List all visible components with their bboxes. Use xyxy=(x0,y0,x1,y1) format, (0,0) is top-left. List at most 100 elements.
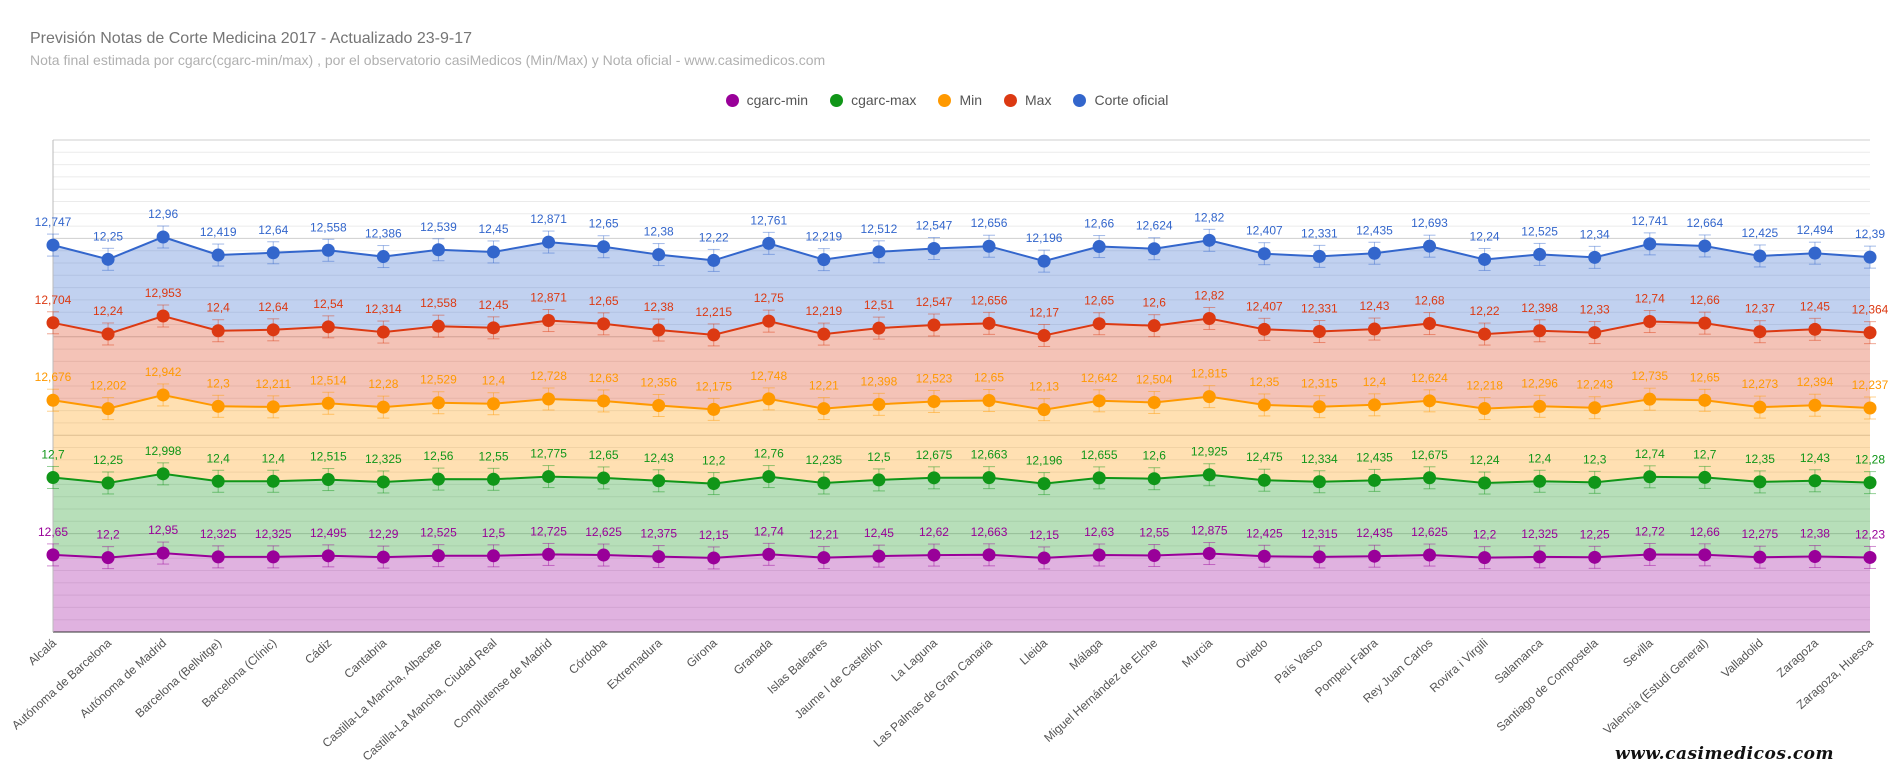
data-point xyxy=(266,323,280,337)
x-tick-label: Alcalá xyxy=(25,636,59,668)
data-point xyxy=(1698,393,1712,407)
data-label: 12,475 xyxy=(1246,450,1283,464)
x-tick-label: Miguel Hernández de Elche xyxy=(1041,636,1160,745)
data-point xyxy=(266,400,280,414)
data-point xyxy=(1092,240,1106,254)
data-label: 12,21 xyxy=(809,528,839,542)
data-point xyxy=(1257,398,1271,412)
data-point xyxy=(1423,239,1437,253)
x-tick-label: Complutense de Madrid xyxy=(451,636,555,732)
data-label: 12,642 xyxy=(1081,371,1118,385)
x-tick-label: Sevilla xyxy=(1620,636,1656,670)
data-point xyxy=(1147,395,1161,409)
data-label: 12,66 xyxy=(1690,293,1720,307)
data-point xyxy=(1478,402,1492,416)
data-point xyxy=(872,473,886,487)
data-label: 12,875 xyxy=(1191,524,1228,538)
data-label: 12,45 xyxy=(478,298,508,312)
data-point xyxy=(1092,394,1106,408)
data-point xyxy=(1202,390,1216,404)
legend-item-1[interactable]: cgarc-max xyxy=(830,92,916,108)
chart-title: Previsión Notas de Corte Medicina 2017 -… xyxy=(30,30,473,47)
data-label: 12,495 xyxy=(310,526,347,540)
data-point xyxy=(321,243,335,257)
data-point xyxy=(1533,550,1547,564)
legend-item-0[interactable]: cgarc-min xyxy=(725,92,809,108)
chart-subtitle: Nota final estimada por cgarc(cgarc-min/… xyxy=(30,52,826,68)
data-label: 12,331 xyxy=(1301,226,1338,240)
data-point xyxy=(46,548,60,562)
data-point xyxy=(1863,401,1877,415)
data-label: 12,29 xyxy=(368,527,398,541)
data-point xyxy=(321,396,335,410)
series-4-marks: 12,747 12,25 12,96 12,419 12,64 12,558 12,386 1… xyxy=(35,207,1885,273)
legend-item-4[interactable]: Corte oficial xyxy=(1073,92,1168,108)
data-point xyxy=(1147,319,1161,333)
data-label: 12,315 xyxy=(1301,527,1338,541)
data-label: 12,35 xyxy=(1745,452,1775,466)
data-point xyxy=(211,474,225,488)
data-label: 12,558 xyxy=(310,220,347,234)
data-label: 12,43 xyxy=(1800,451,1830,465)
x-tick-label: Las Palmas de Gran Canaria xyxy=(871,636,996,750)
data-label: 12,219 xyxy=(805,304,842,318)
data-point xyxy=(982,316,996,330)
data-point xyxy=(597,240,611,254)
legend-label: Min xyxy=(959,92,982,108)
data-point xyxy=(1753,249,1767,263)
data-label: 12,523 xyxy=(916,371,953,385)
data-label: 12,529 xyxy=(420,373,457,387)
data-label: 12,6 xyxy=(1143,449,1167,463)
legend-label: Max xyxy=(1025,92,1052,108)
data-label: 12,7 xyxy=(41,447,65,461)
data-point xyxy=(652,398,666,412)
data-label: 12,315 xyxy=(1301,377,1338,391)
data-point xyxy=(762,314,776,328)
data-point xyxy=(817,253,831,267)
data-point xyxy=(1808,550,1822,564)
data-point xyxy=(652,474,666,488)
data-label: 12,74 xyxy=(754,524,784,538)
data-label: 12,676 xyxy=(35,370,72,384)
data-label: 12,514 xyxy=(310,373,347,387)
data-point xyxy=(156,309,170,323)
data-label: 12,331 xyxy=(1301,302,1338,316)
series-line-2 xyxy=(52,393,1871,411)
data-point xyxy=(376,400,390,414)
data-label: 12,398 xyxy=(1521,301,1558,315)
data-point xyxy=(1147,549,1161,563)
legend-item-2[interactable]: Min xyxy=(938,92,982,108)
data-label: 12,15 xyxy=(1029,528,1059,542)
data-label: 12,243 xyxy=(1576,378,1613,392)
data-point xyxy=(1367,398,1381,412)
data-point xyxy=(762,392,776,406)
data-point xyxy=(156,546,170,560)
data-label: 12,625 xyxy=(585,525,622,539)
data-point xyxy=(431,243,445,257)
data-point xyxy=(1863,326,1877,340)
data-label: 12,39 xyxy=(1855,227,1885,241)
data-point xyxy=(1588,475,1602,489)
data-point xyxy=(1588,326,1602,340)
data-point xyxy=(652,550,666,564)
data-label: 12,375 xyxy=(640,527,677,541)
data-label: 12,196 xyxy=(1026,231,1063,245)
data-label: 12,942 xyxy=(145,365,182,379)
data-point xyxy=(1202,311,1216,325)
data-label: 12,4 xyxy=(1363,375,1387,389)
legend-label: cgarc-min xyxy=(746,92,809,108)
data-label: 12,45 xyxy=(478,222,508,236)
data-point xyxy=(1423,548,1437,562)
data-point xyxy=(1312,400,1326,414)
data-point xyxy=(817,476,831,490)
data-label: 12,43 xyxy=(1359,299,1389,313)
data-point xyxy=(211,248,225,262)
watermark-text: www.casimedicos.com xyxy=(1614,744,1834,764)
data-point xyxy=(597,548,611,562)
legend-item-3[interactable]: Max xyxy=(1004,92,1051,108)
data-point xyxy=(1808,474,1822,488)
data-label: 12,63 xyxy=(589,371,619,385)
data-point xyxy=(321,549,335,563)
data-point xyxy=(1588,250,1602,264)
data-point xyxy=(1698,316,1712,330)
